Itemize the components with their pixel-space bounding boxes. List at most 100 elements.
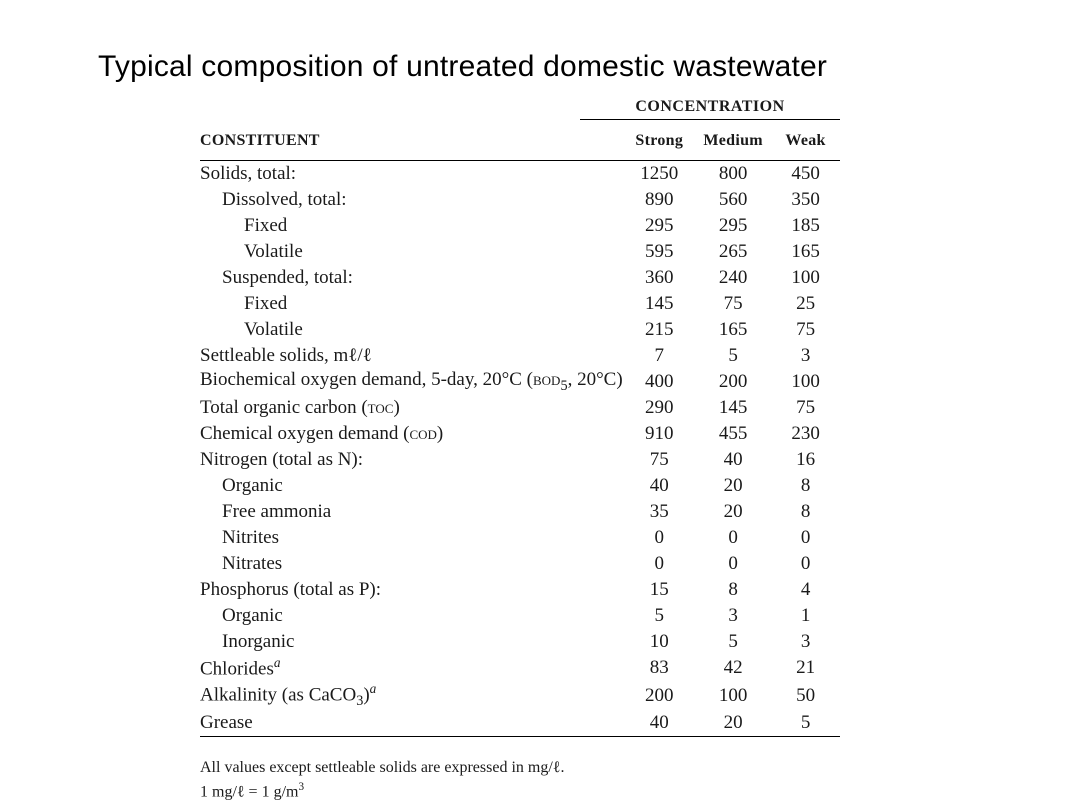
constituent-cell: Biochemical oxygen demand, 5-day, 20°C (… <box>200 369 624 395</box>
weak-cell: 75 <box>771 395 840 421</box>
strong-cell: 35 <box>624 499 696 525</box>
strong-cell: 75 <box>624 447 696 473</box>
medium-cell: 295 <box>695 213 771 239</box>
strong-cell: 890 <box>624 187 696 213</box>
strong-cell: 290 <box>624 395 696 421</box>
constituent-cell: Nitrogen (total as N): <box>200 447 624 473</box>
constituent-cell: Chemical oxygen demand (cod) <box>200 421 624 447</box>
weak-cell: 25 <box>771 291 840 317</box>
strong-cell: 40 <box>624 710 696 737</box>
constituent-cell: Total organic carbon (toc) <box>200 395 624 421</box>
constituent-cell: Settleable solids, mℓ/ℓ <box>200 343 624 369</box>
strong-cell: 7 <box>624 343 696 369</box>
medium-cell: 200 <box>695 369 771 395</box>
medium-cell: 455 <box>695 421 771 447</box>
footnote-line: 1 mg/ℓ = 1 g/m3 <box>200 780 900 804</box>
table-row: Nitrites000 <box>200 525 840 551</box>
strong-cell: 10 <box>624 629 696 655</box>
weak-cell: 75 <box>771 317 840 343</box>
medium-cell: 165 <box>695 317 771 343</box>
table-row: Nitrates000 <box>200 551 840 577</box>
strong-cell: 595 <box>624 239 696 265</box>
strong-cell: 15 <box>624 577 696 603</box>
constituent-cell: Dissolved, total: <box>200 187 624 213</box>
weak-cell: 0 <box>771 525 840 551</box>
table-row: Biochemical oxygen demand, 5-day, 20°C (… <box>200 369 840 395</box>
weak-cell: 450 <box>771 161 840 187</box>
table-row: Phosphorus (total as P):1584 <box>200 577 840 603</box>
table-row: Grease40205 <box>200 710 840 737</box>
table-row: Volatile595265165 <box>200 239 840 265</box>
strong-cell: 0 <box>624 551 696 577</box>
medium-cell: 560 <box>695 187 771 213</box>
table-row: Free ammonia35208 <box>200 499 840 525</box>
column-group-rule <box>580 119 840 120</box>
table-row: Chloridesa834221 <box>200 655 840 681</box>
medium-cell: 5 <box>695 343 771 369</box>
weak-cell: 8 <box>771 473 840 499</box>
medium-cell: 3 <box>695 603 771 629</box>
col-weak: Weak <box>771 126 840 161</box>
table-row: Volatile21516575 <box>200 317 840 343</box>
strong-cell: 215 <box>624 317 696 343</box>
strong-cell: 1250 <box>624 161 696 187</box>
bottom-rule <box>200 737 840 738</box>
strong-cell: 40 <box>624 473 696 499</box>
medium-cell: 0 <box>695 551 771 577</box>
weak-cell: 16 <box>771 447 840 473</box>
weak-cell: 3 <box>771 343 840 369</box>
weak-cell: 100 <box>771 265 840 291</box>
table-row: Nitrogen (total as N):754016 <box>200 447 840 473</box>
weak-cell: 100 <box>771 369 840 395</box>
table-row: Organic531 <box>200 603 840 629</box>
table-row: Alkalinity (as CaCO3)a20010050 <box>200 681 840 710</box>
weak-cell: 165 <box>771 239 840 265</box>
column-group-header: CONCENTRATION <box>580 98 840 119</box>
weak-cell: 8 <box>771 499 840 525</box>
medium-cell: 20 <box>695 499 771 525</box>
constituent-cell: Organic <box>200 603 624 629</box>
constituent-cell: Volatile <box>200 239 624 265</box>
medium-cell: 265 <box>695 239 771 265</box>
weak-cell: 5 <box>771 710 840 737</box>
weak-cell: 3 <box>771 629 840 655</box>
constituent-cell: Free ammonia <box>200 499 624 525</box>
footnotes: All values except settleable solids are … <box>200 757 900 803</box>
weak-cell: 1 <box>771 603 840 629</box>
strong-cell: 910 <box>624 421 696 447</box>
table-row: Chemical oxygen demand (cod)910455230 <box>200 421 840 447</box>
medium-cell: 75 <box>695 291 771 317</box>
page-title: Typical composition of untreated domesti… <box>98 50 990 84</box>
strong-cell: 0 <box>624 525 696 551</box>
strong-cell: 200 <box>624 681 696 710</box>
constituent-cell: Suspended, total: <box>200 265 624 291</box>
strong-cell: 5 <box>624 603 696 629</box>
constituent-cell: Alkalinity (as CaCO3)a <box>200 681 624 710</box>
table-row: Fixed1457525 <box>200 291 840 317</box>
footnote-line: All values except settleable solids are … <box>200 757 900 779</box>
medium-cell: 240 <box>695 265 771 291</box>
medium-cell: 0 <box>695 525 771 551</box>
strong-cell: 295 <box>624 213 696 239</box>
medium-cell: 42 <box>695 655 771 681</box>
header-row: CONSTITUENT Strong Medium Weak <box>200 126 840 161</box>
medium-cell: 20 <box>695 473 771 499</box>
weak-cell: 0 <box>771 551 840 577</box>
constituent-cell: Grease <box>200 710 624 737</box>
strong-cell: 145 <box>624 291 696 317</box>
weak-cell: 4 <box>771 577 840 603</box>
composition-table: CONSTITUENT Strong Medium Weak Solids, t… <box>200 126 840 737</box>
table-row: Fixed295295185 <box>200 213 840 239</box>
table-row: Solids, total:1250800450 <box>200 161 840 187</box>
constituent-cell: Fixed <box>200 291 624 317</box>
constituent-cell: Chloridesa <box>200 655 624 681</box>
col-medium: Medium <box>695 126 771 161</box>
constituent-cell: Phosphorus (total as P): <box>200 577 624 603</box>
medium-cell: 20 <box>695 710 771 737</box>
col-constituent: CONSTITUENT <box>200 126 624 161</box>
constituent-cell: Fixed <box>200 213 624 239</box>
col-strong: Strong <box>624 126 696 161</box>
table-row: Inorganic1053 <box>200 629 840 655</box>
composition-table-wrap: CONCENTRATION CONSTITUENT Strong Medium … <box>200 98 900 803</box>
weak-cell: 21 <box>771 655 840 681</box>
